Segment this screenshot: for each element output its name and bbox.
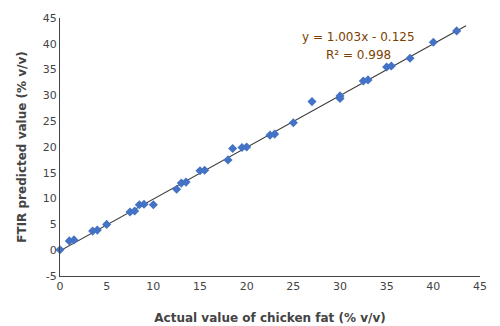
svg-text:10: 10 bbox=[146, 280, 160, 293]
svg-text:25: 25 bbox=[286, 280, 300, 293]
svg-text:35: 35 bbox=[43, 63, 57, 76]
svg-text:30: 30 bbox=[43, 89, 57, 102]
svg-text:45: 45 bbox=[473, 280, 487, 293]
svg-text:FTIR predicted value (% v/v): FTIR predicted value (% v/v) bbox=[15, 51, 29, 242]
svg-text:5: 5 bbox=[50, 218, 57, 231]
svg-text:40: 40 bbox=[426, 280, 440, 293]
svg-text:0: 0 bbox=[50, 244, 57, 257]
svg-text:5: 5 bbox=[103, 280, 110, 293]
svg-text:15: 15 bbox=[43, 167, 57, 180]
svg-text:10: 10 bbox=[43, 192, 57, 205]
svg-text:20: 20 bbox=[240, 280, 254, 293]
svg-text:0: 0 bbox=[57, 280, 64, 293]
svg-text:R² = 0.998: R² = 0.998 bbox=[326, 48, 391, 62]
svg-text:Actual value of chicken fat (%: Actual value of chicken fat (% v/v) bbox=[154, 311, 385, 325]
svg-text:35: 35 bbox=[380, 280, 394, 293]
svg-text:y = 1.003x - 0.125: y = 1.003x - 0.125 bbox=[302, 30, 415, 44]
svg-text:45: 45 bbox=[43, 12, 57, 25]
svg-text:25: 25 bbox=[43, 115, 57, 128]
svg-text:30: 30 bbox=[333, 280, 347, 293]
svg-text:-5: -5 bbox=[46, 270, 57, 283]
svg-text:40: 40 bbox=[43, 38, 57, 51]
svg-text:15: 15 bbox=[193, 280, 207, 293]
svg-text:20: 20 bbox=[43, 141, 57, 154]
